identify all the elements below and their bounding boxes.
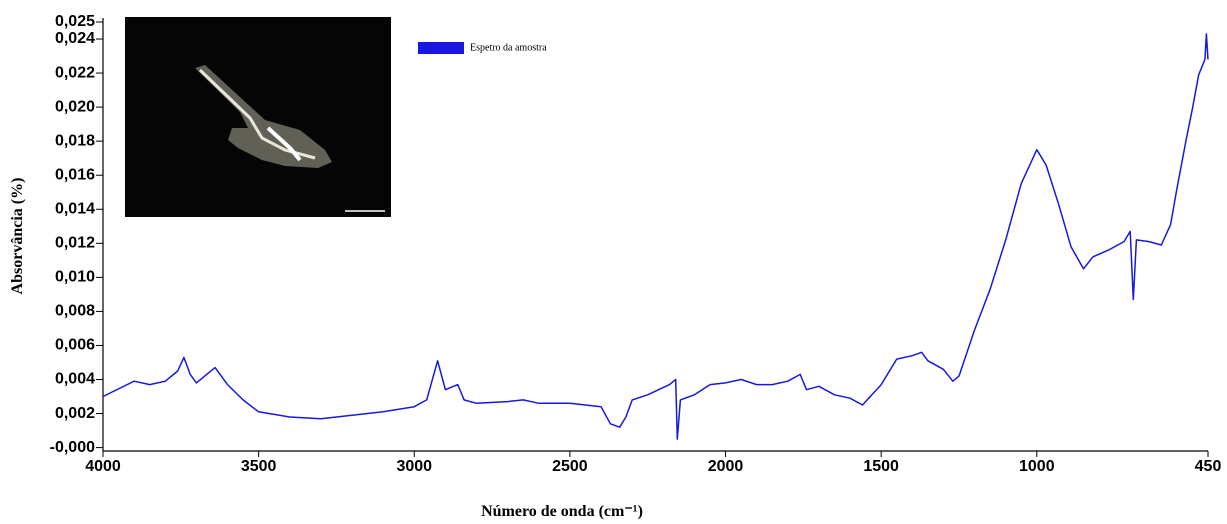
y-tick-label: 0,002 (55, 405, 95, 422)
y-tick-label: 0,024 (55, 30, 95, 47)
y-tick-label: 0,008 (55, 303, 95, 320)
y-tick-label: 0,020 (55, 98, 95, 115)
x-tick-label: 1000 (1019, 458, 1055, 475)
y-tick-label: 0,004 (55, 371, 95, 388)
y-tick-label: 0,014 (55, 200, 95, 217)
x-tick-label: 3000 (396, 458, 432, 475)
x-tick-label: 2000 (708, 458, 744, 475)
y-tick-label: 0,012 (55, 235, 95, 252)
y-tick-label: 0,022 (55, 64, 95, 81)
x-tick-label: 2500 (552, 458, 588, 475)
x-tick-label: 3500 (241, 458, 277, 475)
x-tick-label: 1500 (863, 458, 899, 475)
y-tick-label: 0,006 (55, 337, 95, 354)
spectrum-line (102, 33, 1209, 440)
x-tick-label: 4000 (85, 458, 121, 475)
legend-label: Espetro da amostra (470, 42, 547, 53)
y-axis-title: Absorvância (%) (9, 178, 26, 295)
x-tick-label: 450 (1195, 458, 1222, 475)
y-tick-label: 0,010 (55, 269, 95, 286)
y-tick-label: 0,025 (55, 13, 95, 30)
x-axis-title: Número de onda (cm⁻¹) (481, 503, 643, 520)
y-tick-label: 0,018 (55, 132, 95, 149)
inset-photo (125, 17, 391, 217)
y-tick-label: -0,000 (50, 439, 95, 456)
legend-swatch (418, 42, 464, 54)
y-tick-label: 0,016 (55, 166, 95, 183)
